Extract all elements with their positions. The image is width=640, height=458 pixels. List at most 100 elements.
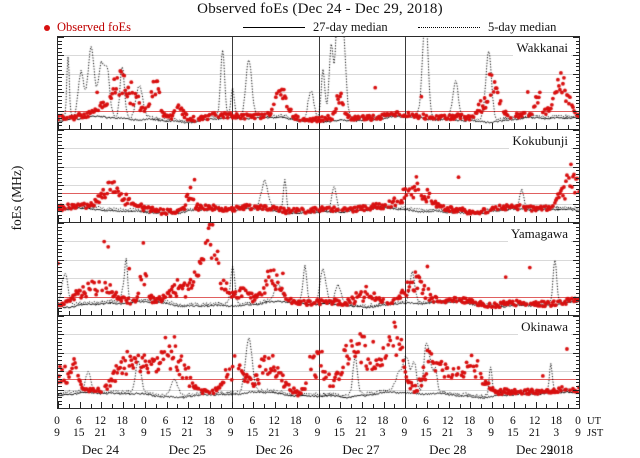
y-tick-mark-right (575, 218, 579, 220)
x-tick-mark (68, 311, 70, 315)
y-tick-mark-right (575, 40, 579, 42)
x-tick-mark (177, 404, 179, 408)
x-tick-mark (470, 123, 472, 129)
y-tick-mark (58, 382, 62, 384)
y-tick-mark-right (575, 330, 579, 332)
x-tick-mark (459, 218, 461, 222)
x-tick-mark (133, 218, 135, 222)
x-tick-mark (351, 404, 353, 408)
x-tick-ut: 0 (488, 415, 495, 427)
y-tick-mark (58, 55, 64, 57)
y-tick-mark (58, 99, 62, 101)
y-tick-mark (58, 248, 62, 250)
x-tick-mark (112, 125, 114, 129)
x-tick-mark (524, 125, 526, 129)
y-tick-mark-right (575, 181, 579, 183)
x-tick-mark (405, 123, 407, 129)
x-tick-mark (394, 311, 396, 315)
y-tick-mark-right (575, 234, 579, 236)
legend-observed-foes: Observed foEs (44, 20, 131, 35)
x-tick-jst: 9 (488, 426, 495, 439)
x-tick-jst: 21 (442, 426, 454, 439)
x-tick-ut: 0 (575, 415, 581, 427)
y-tick-mark (58, 226, 62, 228)
x-tick-mark (264, 125, 266, 129)
x-tick-mark (177, 218, 179, 222)
y-tick-mark (58, 300, 62, 302)
y-tick-mark-right (575, 84, 579, 86)
y-tick-mark (58, 223, 64, 224)
x-tick-mark (112, 311, 114, 315)
x-tick-mark (329, 218, 331, 222)
y-tick-mark (58, 77, 62, 79)
x-tick-mark (209, 216, 211, 222)
y-tick-mark (58, 334, 64, 336)
x-tick-label: 18 3 (464, 415, 476, 439)
y-tick-mark (58, 374, 62, 376)
x-tick-mark (285, 404, 287, 408)
x-tick-mark (123, 402, 125, 408)
x-tick-mark (275, 123, 277, 129)
x-tick-jst: 15 (159, 426, 172, 439)
y-tick-mark (58, 319, 62, 321)
x-tick-ut: 6 (336, 415, 343, 427)
y-tick-mark-right (575, 48, 579, 50)
x-tick-mark (557, 402, 559, 408)
y-tick-mark-right (575, 117, 579, 119)
y-tick-mark-right (575, 59, 579, 61)
x-tick-mark (470, 309, 472, 315)
y-tick-mark-right (575, 396, 579, 398)
x-tick-ut: 6 (510, 415, 516, 427)
y-tick-mark (58, 81, 62, 83)
x-tick-mark (503, 218, 505, 222)
x-tick-mark (155, 404, 157, 408)
y-tick-mark (58, 92, 64, 94)
y-tick-mark (58, 245, 62, 247)
legend-5day-label: 5-day median (488, 20, 557, 34)
x-tick-mark (361, 309, 363, 315)
y-tick-mark-right (575, 303, 579, 305)
y-tick-mark-right (575, 274, 579, 276)
x-tick-mark (58, 123, 59, 129)
y-tick-mark-right (573, 296, 579, 298)
y-tick-mark (58, 95, 62, 97)
y-tick-mark-right (575, 311, 579, 313)
x-tick-mark (513, 123, 515, 129)
y-tick-mark-right (575, 155, 579, 157)
y-tick-mark-right (575, 62, 579, 64)
x-tick-jst: 21 (355, 426, 367, 439)
station-label: Wakkanai (513, 40, 571, 56)
x-tick-mark (513, 216, 515, 222)
y-tick-mark-right (575, 367, 579, 369)
x-tick-mark (144, 216, 146, 222)
y-tick-mark-right (575, 263, 579, 265)
y-tick-mark (58, 341, 62, 343)
y-tick-mark-right (575, 163, 579, 165)
x-tick-label: 6 15 (247, 415, 259, 439)
y-tick-mark (58, 393, 62, 395)
y-tick-mark (58, 338, 62, 340)
x-tick-jst: 3 (379, 426, 386, 439)
y-tick-mark (58, 296, 64, 298)
x-tick-jst: 9 (401, 426, 408, 439)
x-tick-mark (285, 218, 287, 222)
x-tick-mark (231, 309, 233, 315)
x-tick-label: 6 15 (333, 415, 345, 439)
observed-foes-marker-icon (44, 24, 50, 31)
x-tick-mark (437, 404, 439, 408)
y-tick-mark-right (575, 356, 579, 358)
legend-5-day-median: 5-day median (418, 20, 556, 35)
y-tick-mark (58, 62, 62, 64)
x-axis-day-label: Dec 29 (515, 442, 554, 457)
x-tick-mark (448, 216, 450, 222)
y-tick-mark (58, 70, 62, 72)
legend-observed-label: Observed foEs (57, 20, 131, 34)
y-tick-mark (58, 177, 62, 179)
y-tick-mark (58, 125, 62, 127)
y-tick-mark (58, 166, 64, 168)
x-tick-jst: 9 (227, 426, 234, 439)
y-tick-mark-right (575, 256, 579, 258)
x-tick-mark (470, 402, 472, 408)
